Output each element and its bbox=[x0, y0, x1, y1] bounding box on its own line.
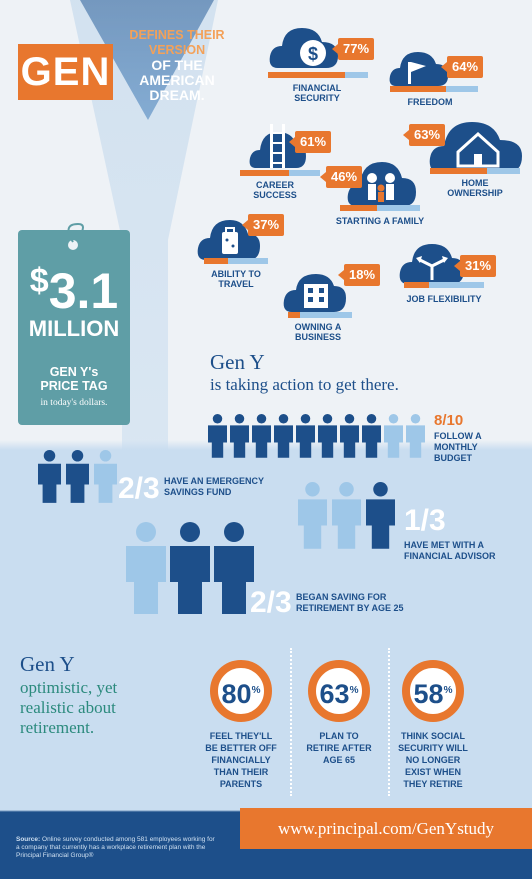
money-bag-icon: $ bbox=[269, 28, 338, 68]
dream-label: FINANCIAL SECURITY bbox=[292, 83, 342, 103]
stat-ring: 80% bbox=[210, 660, 272, 722]
header-line: DEFINES THEIR bbox=[129, 28, 225, 42]
person-icon bbox=[208, 414, 227, 458]
price-amount: $3.1 MILLION bbox=[28, 262, 120, 341]
progress-bar bbox=[204, 258, 268, 264]
pct-badge: 46% bbox=[319, 166, 363, 188]
header-line: OF THE bbox=[151, 57, 203, 73]
people-figures bbox=[38, 414, 425, 614]
header-line: AMERICAN bbox=[139, 72, 215, 88]
suitcase-icon bbox=[197, 220, 260, 260]
stat-fraction: 2/3 bbox=[250, 586, 292, 619]
progress-bar bbox=[430, 168, 520, 174]
flag-icon bbox=[389, 52, 448, 86]
svg-text:$: $ bbox=[308, 44, 318, 64]
action-subtitle: is taking action to get there. bbox=[210, 375, 399, 394]
building-icon bbox=[283, 274, 346, 312]
y-stem bbox=[70, 0, 218, 460]
header-line: DREAM. bbox=[149, 87, 205, 103]
stat-fraction: 2/3 bbox=[118, 472, 160, 505]
arrows-icon bbox=[399, 244, 464, 284]
optimism-title: Gen Y bbox=[20, 652, 75, 676]
price-tag-label: GEN Y's PRICE TAG bbox=[40, 365, 108, 393]
header-line: VERSION bbox=[148, 43, 206, 57]
progress-bar bbox=[340, 205, 420, 211]
person-icon bbox=[366, 482, 395, 549]
divider bbox=[290, 648, 292, 796]
tag-string bbox=[67, 222, 84, 243]
stat-text: FOLLOW A MONTHLY BUDGET bbox=[434, 431, 482, 463]
family-icon bbox=[347, 162, 416, 206]
stat-ring: 58% bbox=[402, 660, 464, 722]
price-tag-note: in today's dollars. bbox=[40, 398, 108, 408]
stat-ring: 63% bbox=[308, 660, 370, 722]
pct-badge: 37% bbox=[241, 214, 285, 236]
stat-text: BEGAN SAVING FOR RETIREMENT BY AGE 25 bbox=[296, 592, 404, 613]
progress-bar bbox=[240, 170, 320, 176]
y-shape bbox=[70, 0, 218, 460]
person-icon bbox=[38, 450, 61, 503]
person-icon bbox=[252, 414, 271, 458]
pct-badge: 64% bbox=[440, 56, 484, 78]
person-icon bbox=[274, 414, 293, 458]
source-note: Source: Online survey conducted among 58… bbox=[16, 836, 215, 859]
person-icon bbox=[362, 414, 381, 458]
person-icon bbox=[332, 482, 361, 549]
gen-label: GEN bbox=[18, 44, 113, 100]
progress-bar bbox=[390, 86, 478, 92]
dream-label: FREEDOM bbox=[407, 97, 453, 107]
dream-label: JOB FLEXIBILITY bbox=[406, 294, 482, 304]
tag-hole bbox=[68, 240, 78, 250]
person-icon bbox=[384, 414, 403, 458]
person-icon bbox=[170, 522, 210, 614]
stat-text: HAVE AN EMERGENCY SAVINGS FUND bbox=[164, 476, 265, 497]
person-icon bbox=[214, 522, 254, 614]
stat-text: HAVE MET WITH A FINANCIAL ADVISOR bbox=[404, 540, 496, 561]
pct-badge: 63% bbox=[402, 124, 446, 146]
person-icon bbox=[298, 482, 327, 549]
action-title: Gen Y bbox=[210, 350, 265, 374]
price-tag bbox=[18, 230, 130, 425]
person-icon bbox=[406, 414, 425, 458]
header-text: DEFINES THEIR VERSION OF THE AMERICAN DR… bbox=[122, 28, 232, 103]
ring-text: FEEL THEY'LL BE BETTER OFF FINANCIALLY THAN… bbox=[205, 731, 277, 789]
optimism-text: optimistic, yet realistic about retirement… bbox=[20, 678, 118, 737]
website-link[interactable]: www.principal.com/GenYstudy bbox=[240, 808, 532, 849]
pct-badge: 18% bbox=[337, 264, 381, 286]
person-icon bbox=[318, 414, 337, 458]
progress-bar bbox=[268, 72, 368, 78]
person-icon bbox=[126, 522, 166, 614]
person-icon bbox=[296, 414, 315, 458]
dream-label: HOME OWNERSHIP bbox=[447, 178, 503, 198]
dream-label: STARTING A FAMILY bbox=[335, 216, 425, 226]
person-icon bbox=[340, 414, 359, 458]
pct-badge: 31% bbox=[453, 255, 497, 277]
dream-label: CAREER SUCCESS bbox=[253, 180, 297, 200]
person-icon bbox=[66, 450, 89, 503]
progress-bar bbox=[404, 282, 484, 288]
ring-text: THINK SOCIAL SECURITY WILL NO LONGER EXIST … bbox=[398, 731, 468, 789]
stat-fraction: 1/3 bbox=[404, 504, 446, 537]
dream-label: ABILITY TO TRAVEL bbox=[211, 269, 261, 289]
progress-bar bbox=[288, 312, 352, 318]
person-icon bbox=[94, 450, 117, 503]
divider bbox=[388, 648, 390, 796]
person-icon bbox=[230, 414, 249, 458]
house-icon bbox=[429, 122, 522, 172]
pct-badge: 61% bbox=[288, 131, 332, 153]
pct-badge: 77% bbox=[331, 38, 375, 60]
stat-fraction: 8/10 bbox=[434, 412, 464, 429]
dream-label: OWNING A BUSINESS bbox=[294, 322, 342, 342]
ring-text: PLAN TO RETIRE AFTER AGE 65 bbox=[306, 731, 372, 765]
